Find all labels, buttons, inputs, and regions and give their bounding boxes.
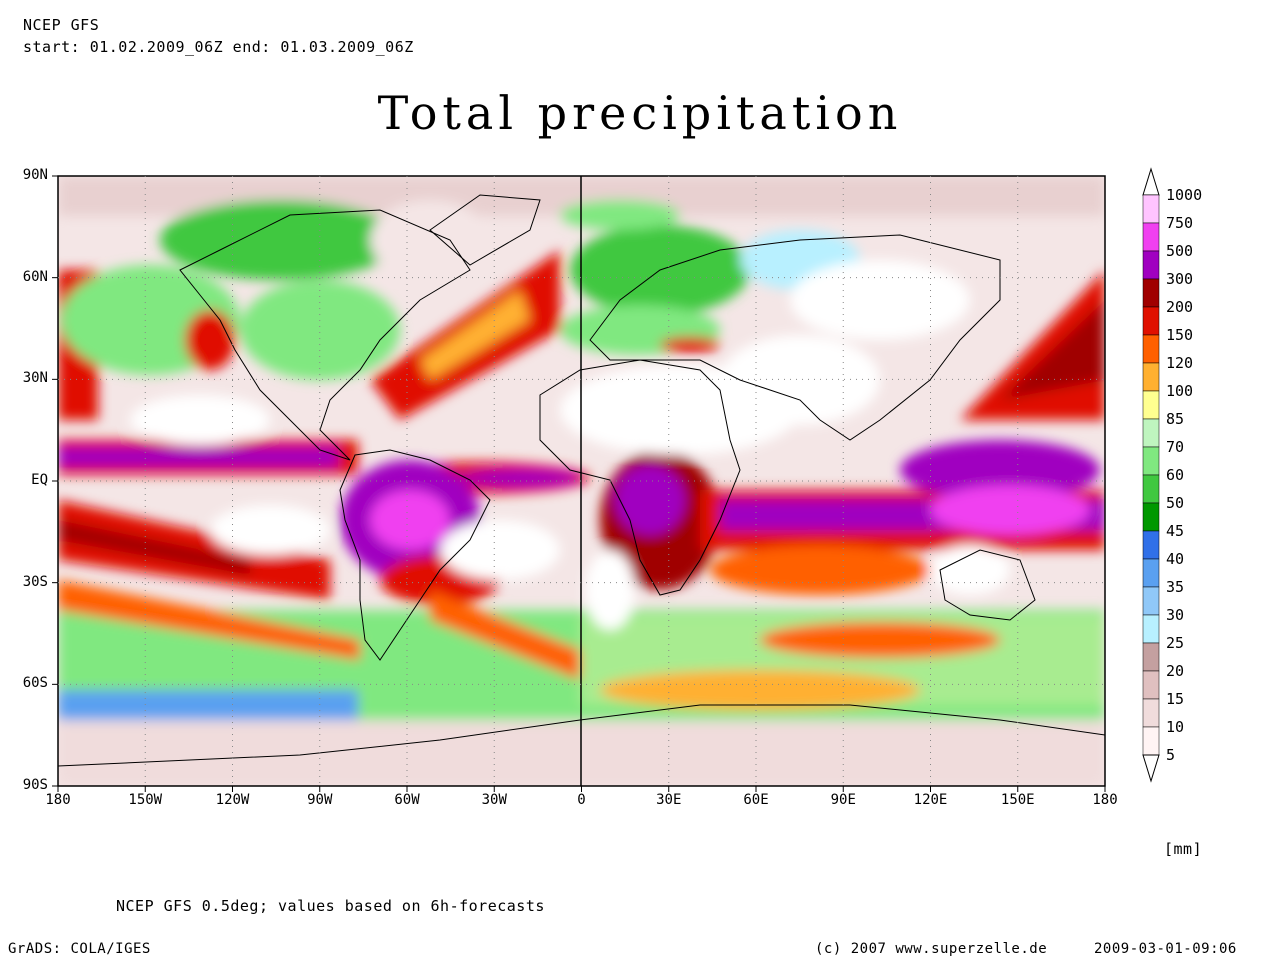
latitude-label: 30S [22,573,48,590]
legend-level: 150 [1166,326,1194,344]
legend-level: 50 [1166,494,1185,512]
legend-level: 300 [1166,270,1194,288]
legend-level: 1000 [1166,186,1203,204]
legend-level: 30 [1166,606,1185,624]
graticule [58,176,1105,786]
colorbar-swatch [1142,530,1160,560]
timestamp: 2009-03-01-09:06 [1094,941,1237,957]
legend-level: 70 [1166,438,1185,456]
legend-level: 500 [1166,242,1194,260]
latitude-label: 30N [22,370,48,387]
longitude-label: 60W [394,792,420,808]
longitude-label: 180 [1092,792,1118,808]
colorbar [1142,167,1160,783]
axis-ticks [52,175,1106,792]
longitude-label: 120W [215,792,250,808]
legend-level: 200 [1166,298,1194,316]
latitude-label: 60S [22,675,48,692]
longitude-label: 0 [577,792,586,808]
legend-level: 20 [1166,662,1185,680]
colorbar-swatch [1142,222,1160,252]
longitude-label: 90W [307,792,333,808]
colorbar-swatch [1142,642,1160,672]
longitude-label: 30E [656,792,682,808]
forecast-period: start: 01.02.2009_06Z end: 01.03.2009_06… [23,38,414,56]
map-title: Total precipitation [377,86,903,140]
legend-level: 35 [1166,578,1185,596]
source-note: NCEP GFS 0.5deg; values based on 6h-fore… [116,897,545,915]
latitude-label: 90S [22,777,48,793]
colorbar-swatch [1142,698,1160,728]
legend-level: 85 [1166,410,1185,428]
colorbar-swatch [1142,334,1160,364]
colorbar-min-arrow [1142,754,1160,783]
colorbar-swatch [1142,502,1160,532]
legend-level: 5 [1166,746,1176,764]
latitude-label: EQ [31,472,48,488]
legend-level: 40 [1166,550,1185,568]
colorbar-swatch [1142,670,1160,700]
legend-level: 750 [1166,214,1194,232]
legend-level: 60 [1166,466,1185,484]
colorbar-swatch [1142,614,1160,644]
latitude-label: 90N [22,167,48,183]
grads-credit: GrADS: COLA/IGES [8,941,151,957]
colorbar-swatch [1142,194,1160,224]
colorbar-swatch [1142,558,1160,588]
legend-level: 45 [1166,522,1185,540]
legend-level: 25 [1166,634,1185,652]
longitude-label: 30W [481,792,507,808]
longitude-label: 180 [45,792,71,808]
longitude-label: 90E [830,792,856,808]
legend-level: 120 [1166,354,1194,372]
colorbar-swatch [1142,362,1160,392]
longitude-label: 120E [913,792,948,808]
legend-level: 15 [1166,690,1185,708]
colorbar-swatch [1142,586,1160,616]
colorbar-swatch [1142,390,1160,420]
colorbar-max-arrow [1142,167,1160,196]
longitude-label: 60E [743,792,769,808]
latitude-label: 60N [22,268,48,285]
colorbar-swatch [1142,474,1160,504]
longitude-label: 150W [128,792,163,808]
colorbar-swatch [1142,446,1160,476]
model-name: NCEP GFS [23,16,100,34]
colorbar-swatch [1142,418,1160,448]
colorbar-swatch [1142,278,1160,308]
legend-level: 100 [1166,382,1194,400]
coastlines [58,194,1105,767]
unit-label: [mm] [1164,840,1203,858]
legend-level: 10 [1166,718,1185,736]
colorbar-swatch [1142,250,1160,280]
copyright: (c) 2007 www.superzelle.de [815,941,1048,957]
colorbar-swatch [1142,726,1160,756]
colorbar-swatch [1142,306,1160,336]
longitude-label: 150E [1000,792,1035,808]
